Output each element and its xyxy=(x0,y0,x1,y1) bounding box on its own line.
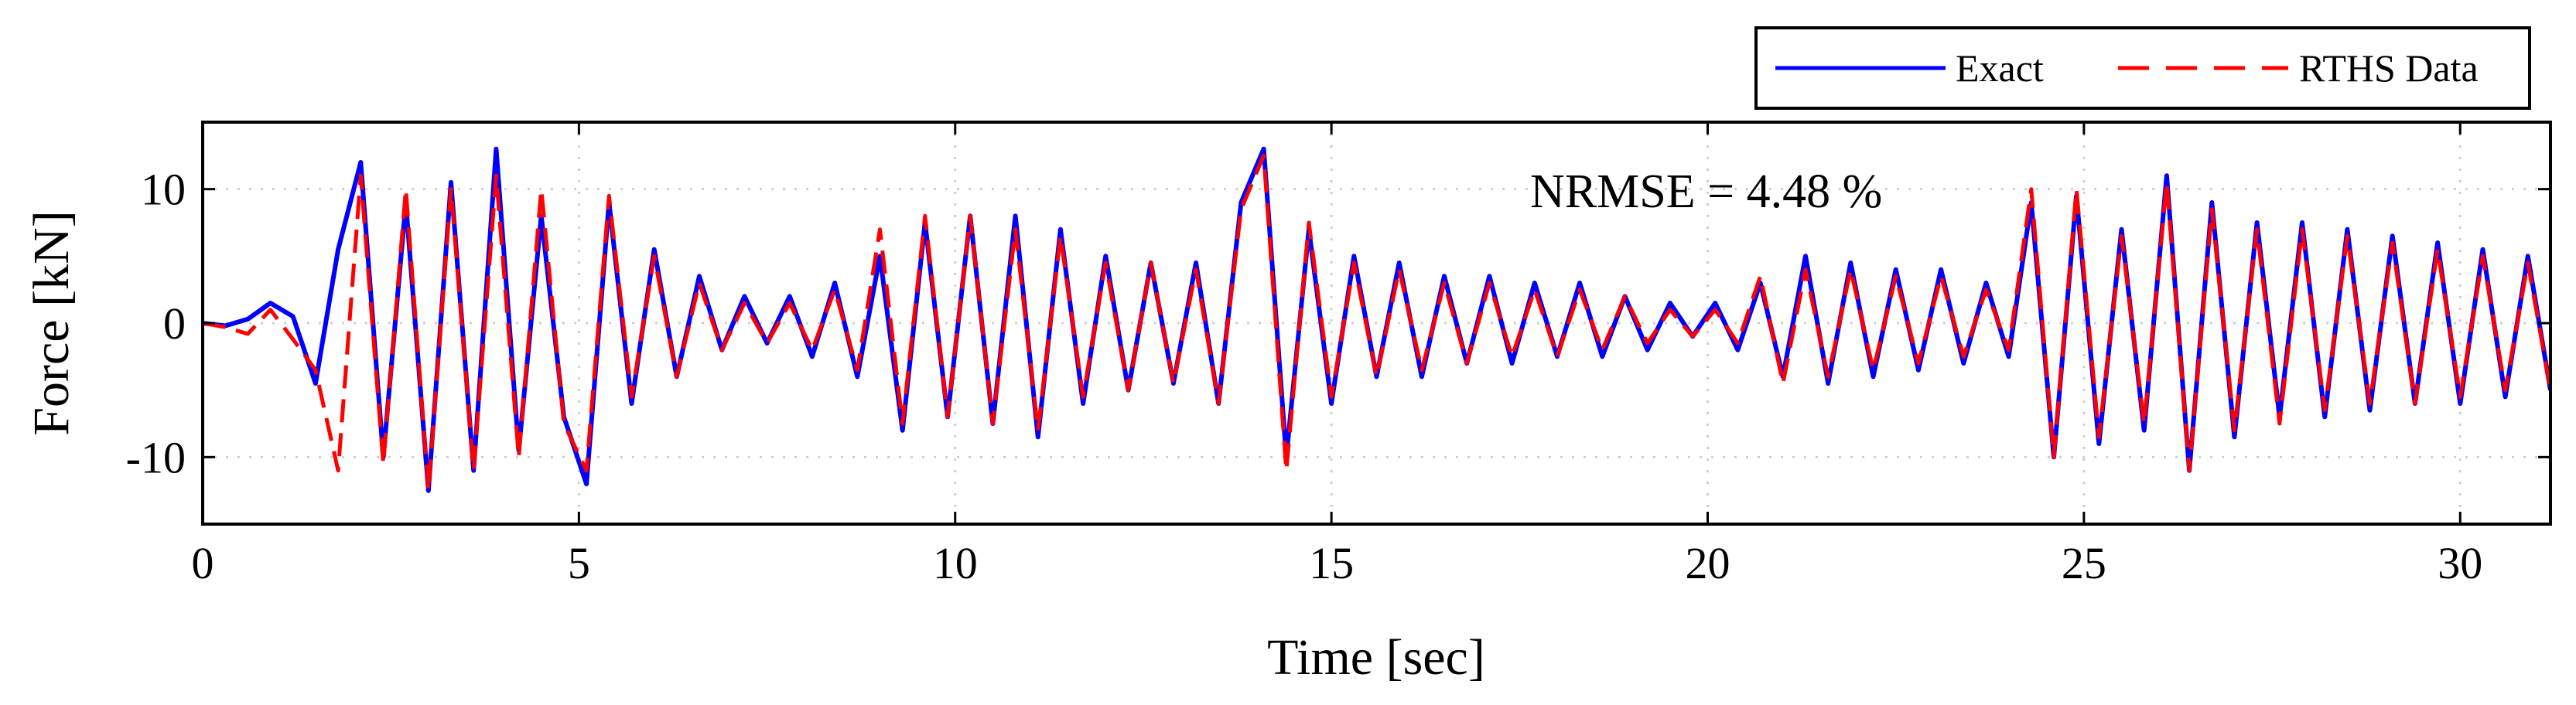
x-tick-label: 10 xyxy=(933,538,978,588)
x-tick-label: 25 xyxy=(2062,538,2106,588)
series-layer xyxy=(203,146,2550,493)
y-tick-label: -10 xyxy=(126,432,186,482)
legend-label-exact: Exact xyxy=(1956,46,2044,90)
x-tick-label: 20 xyxy=(1686,538,1730,588)
legend: Exact RTHS Data xyxy=(1754,26,2531,110)
y-tick-label: 0 xyxy=(163,298,186,349)
x-tick-label: 30 xyxy=(2438,538,2482,588)
x-tick-label: 5 xyxy=(568,538,590,588)
y-tick-label: 10 xyxy=(141,165,186,215)
annotation-nrmse: NRMSE = 4.48 % xyxy=(1530,165,1882,218)
y-axis-title: Force [kN] xyxy=(23,210,80,435)
plot-frame xyxy=(201,121,2552,526)
x-tick-label: 0 xyxy=(192,538,214,588)
x-axis-title: Time [sec] xyxy=(1267,629,1485,686)
ticks: 0 5 10 15 20 25 30 -10 0 10 xyxy=(126,122,2550,588)
legend-label-rths-data: RTHS Data xyxy=(2299,46,2479,90)
series-line-rths-data xyxy=(203,153,2550,493)
grid xyxy=(203,122,2550,524)
x-tick-label: 15 xyxy=(1309,538,1354,588)
